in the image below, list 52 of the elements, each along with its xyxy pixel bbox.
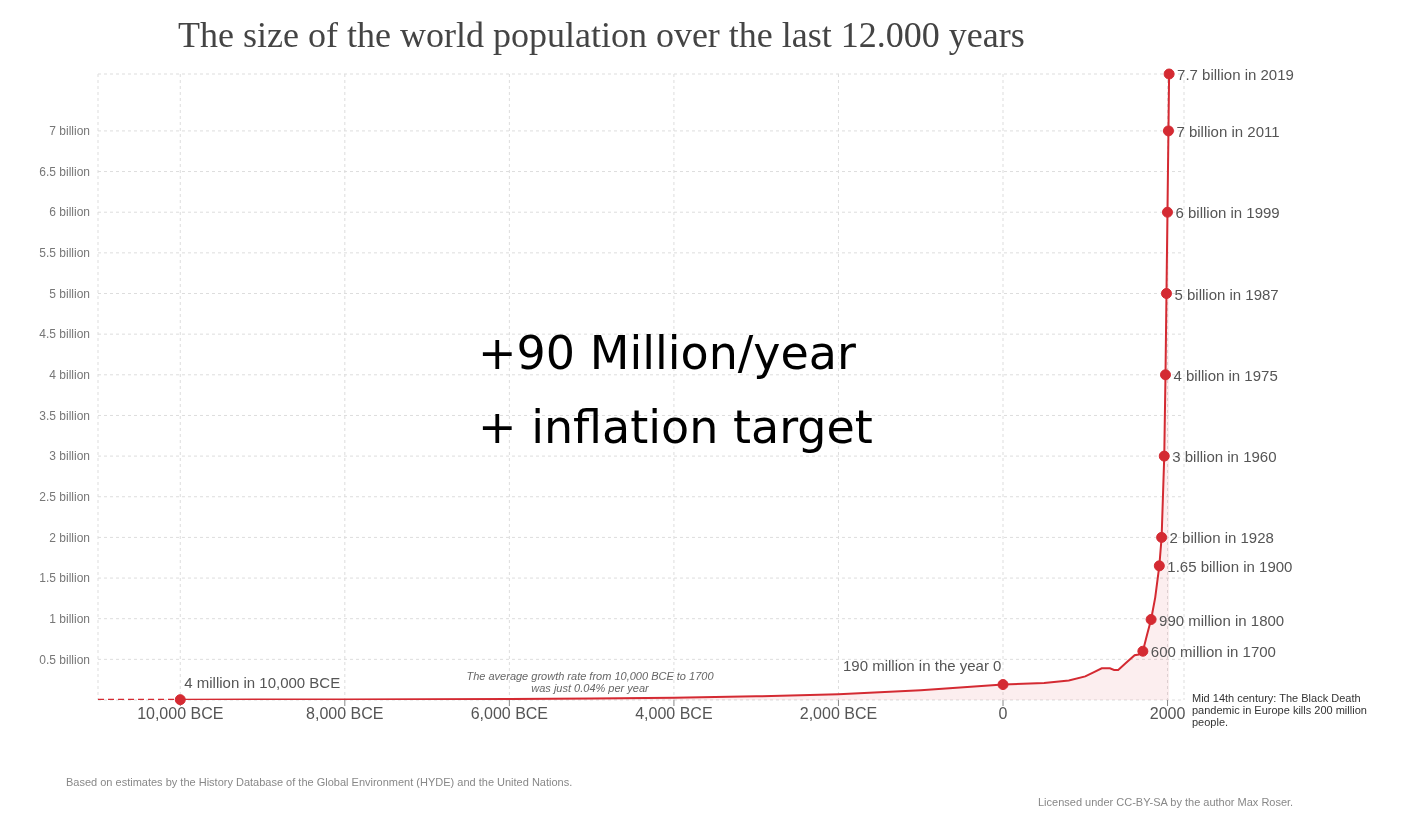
point bbox=[1160, 288, 1172, 300]
x-tick-label: 2,000 BCE bbox=[799, 705, 878, 723]
text: Based on estimates by the History Database of the Global Environment (HYDE) and the United Nations. bbox=[66, 776, 573, 788]
y-tick-label: 2 billion bbox=[49, 530, 90, 545]
x-tick-label: 8,000 BCE bbox=[306, 705, 384, 723]
y-tick-label: 1 billion bbox=[49, 611, 90, 626]
annotation: 7.7 billion in 2019 bbox=[1177, 65, 1294, 83]
point bbox=[1163, 68, 1175, 80]
y-tick-label: 5 billion bbox=[49, 286, 90, 301]
x-tick-label: 2000 bbox=[1149, 705, 1186, 723]
annotation: 1.65 billion in 1900 bbox=[1167, 557, 1293, 575]
annotation: 3 billion in 1960 bbox=[1172, 447, 1277, 465]
x-tick-label: 4,000 BCE bbox=[635, 705, 713, 723]
annotation: 4 billion in 1975 bbox=[1173, 366, 1278, 384]
annotation: 4 million in 10,000 BCE bbox=[184, 673, 341, 691]
annotation: 600 million in 1700 bbox=[1150, 642, 1276, 660]
annotation: 6 billion in 1999 bbox=[1175, 203, 1280, 221]
x-tick-label: 10,000 BCE bbox=[137, 705, 224, 723]
y-tick-label: 0.5 billion bbox=[39, 652, 90, 667]
point bbox=[1159, 369, 1171, 381]
y-tick-label: 6.5 billion bbox=[39, 164, 90, 179]
point bbox=[1137, 645, 1149, 657]
y-tick-label: 5.5 billion bbox=[39, 246, 90, 261]
annotation: The average growth rate from 10,000 BCE to 1700 was just 0.04% per year bbox=[465, 670, 715, 694]
annotation: 990 million in 1800 bbox=[1159, 611, 1285, 628]
annotation: 5 billion in 1987 bbox=[1174, 285, 1279, 302]
point bbox=[997, 679, 1009, 691]
y-tick-label: 4 billion bbox=[49, 368, 90, 383]
text: Mid 14th century: The Black Death pandemic in Europe kills 200 million people. bbox=[1192, 692, 1368, 728]
annotation: 7 billion in 2011 bbox=[1176, 122, 1280, 140]
y-tick-label: 1.5 billion bbox=[39, 571, 90, 586]
text: Licensed under CC-BY-SA by the author Max Roser. bbox=[1038, 796, 1294, 808]
y-tick-label: 4.5 billion bbox=[39, 327, 90, 342]
point bbox=[174, 694, 186, 706]
point bbox=[1145, 614, 1157, 626]
point bbox=[1161, 206, 1173, 218]
y-tick-label: 3 billion bbox=[49, 449, 90, 464]
point bbox=[1162, 125, 1174, 137]
y-tick-label: 2.5 billion bbox=[39, 490, 90, 505]
point bbox=[1158, 450, 1170, 462]
x-tick-label: 0 bbox=[998, 705, 1008, 723]
annotation: +90 Million/year bbox=[478, 326, 856, 380]
y-tick-label: 3.5 billion bbox=[39, 408, 90, 423]
point bbox=[1153, 560, 1165, 572]
x-tick-label: 6,000 BCE bbox=[470, 705, 549, 723]
chart-title: The size of the world population over the last 12.000 years bbox=[178, 14, 1025, 56]
y-tick-label: 6 billion bbox=[49, 205, 90, 220]
annotation: 190 million in the year 0 bbox=[843, 656, 1002, 674]
annotation: + inflation target bbox=[478, 400, 873, 454]
y-tick-label: 7 billion bbox=[49, 124, 90, 139]
annotation: 2 billion in 1928 bbox=[1169, 528, 1274, 546]
point bbox=[1156, 531, 1168, 543]
